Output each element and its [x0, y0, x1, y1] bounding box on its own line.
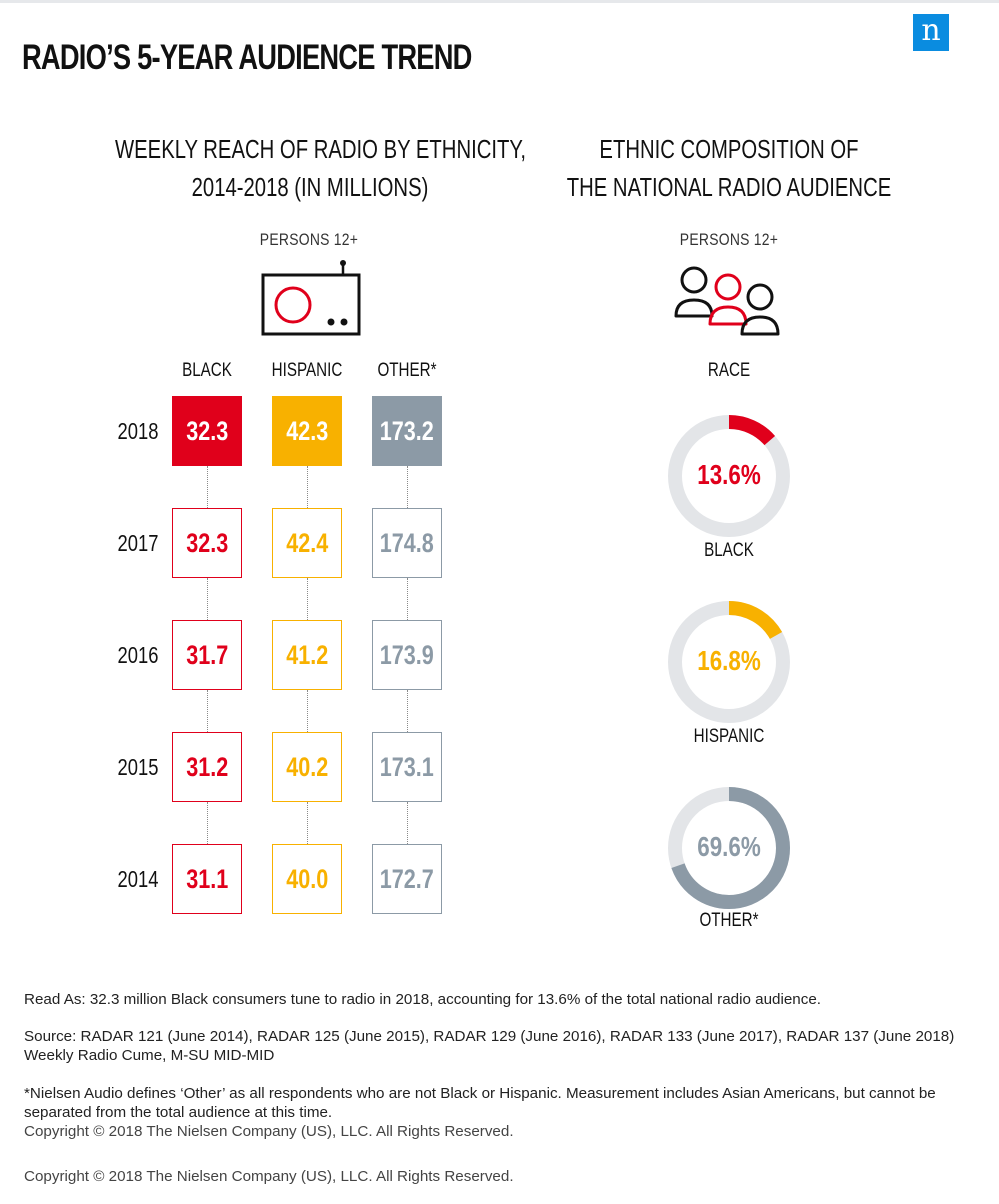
year-label-2016: 2016	[117, 642, 159, 668]
value-cell-black-2017: 32.3	[172, 508, 242, 578]
donut-black	[668, 415, 790, 537]
year-label-2018: 2018	[117, 418, 159, 444]
column-header-black: BLACK	[182, 360, 232, 381]
donut-hispanic	[668, 601, 790, 723]
connector-line	[307, 578, 308, 620]
connector-line	[307, 690, 308, 732]
value-label: 32.3	[185, 415, 229, 446]
column-header-other: OTHER*	[377, 360, 437, 381]
value-cell-other-2015: 173.1	[372, 732, 442, 802]
value-label: 41.2	[285, 639, 329, 670]
connector-line	[207, 466, 208, 508]
connector-line	[407, 578, 408, 620]
other-definition-note: *Nielsen Audio defines ‘Other’ as all re…	[24, 1085, 936, 1121]
people-icon	[674, 266, 780, 336]
value-cell-black-2014: 31.1	[172, 844, 242, 914]
page-title: RADIO’S 5-YEAR AUDIENCE TREND	[22, 38, 472, 77]
value-cell-other-2016: 173.9	[372, 620, 442, 690]
value-cell-hispanic-2017: 42.4	[272, 508, 342, 578]
copyright-line-1: Copyright © 2018 The Nielsen Company (US…	[24, 1123, 514, 1140]
value-cell-other-2014: 172.7	[372, 844, 442, 914]
value-cell-hispanic-2014: 40.0	[272, 844, 342, 914]
value-label: 173.2	[379, 415, 435, 446]
donut-slice-black	[668, 415, 790, 537]
connector-line	[407, 802, 408, 844]
donut-slice-hispanic	[668, 601, 790, 723]
connector-line	[307, 466, 308, 508]
value-cell-black-2015: 31.2	[172, 732, 242, 802]
value-label: 172.7	[379, 863, 435, 894]
left-title-line-2: 2014-2018 (IN MILLIONS)	[191, 172, 429, 202]
connector-line	[207, 578, 208, 620]
right-panel-title: ETHNIC COMPOSITION OF THE NATIONAL RADIO…	[534, 130, 924, 206]
left-title-line-1: WEEKLY REACH OF RADIO BY ETHNICITY,	[115, 134, 526, 164]
right-title-line-1: ETHNIC COMPOSITION OF	[599, 134, 859, 164]
read-as-note: Read As: 32.3 million Black consumers tu…	[24, 991, 821, 1008]
value-label: 40.2	[285, 751, 329, 782]
donut-percent-other: 69.6%	[697, 831, 761, 862]
value-label: 42.4	[285, 527, 329, 558]
value-cell-black-2016: 31.7	[172, 620, 242, 690]
left-panel-title: WEEKLY REACH OF RADIO BY ETHNICITY, 2014…	[115, 130, 526, 206]
radio-icon	[261, 260, 361, 336]
donut-percent-black: 13.6%	[697, 459, 761, 490]
value-cell-hispanic-2016: 41.2	[272, 620, 342, 690]
connector-line	[307, 802, 308, 844]
right-title-line-2: THE NATIONAL RADIO AUDIENCE	[566, 172, 892, 202]
connector-line	[407, 690, 408, 732]
donut-percent-hispanic: 16.8%	[697, 645, 761, 676]
column-header-hispanic: HISPANIC	[271, 360, 343, 381]
value-label: 174.8	[379, 527, 435, 558]
connector-line	[407, 466, 408, 508]
nielsen-logo: n	[913, 14, 949, 51]
donut-other	[668, 787, 790, 909]
connector-line	[207, 802, 208, 844]
value-label: 32.3	[185, 527, 229, 558]
donut-label-other: OTHER*	[699, 910, 759, 931]
year-label-2017: 2017	[117, 530, 159, 556]
value-label: 173.9	[379, 639, 435, 670]
value-cell-other-2018: 173.2	[372, 396, 442, 466]
value-cell-hispanic-2015: 40.2	[272, 732, 342, 802]
connector-line	[207, 690, 208, 732]
year-label-2015: 2015	[117, 754, 159, 780]
value-label: 31.7	[185, 639, 229, 670]
donut-slice-other	[668, 787, 790, 909]
year-label-2014: 2014	[117, 866, 159, 892]
value-label: 173.1	[379, 751, 435, 782]
value-label: 42.3	[285, 415, 329, 446]
copyright-line-2: Copyright © 2018 The Nielsen Company (US…	[24, 1168, 514, 1185]
top-rule	[0, 0, 999, 3]
value-cell-black-2018: 32.3	[172, 396, 242, 466]
donut-label-hispanic: HISPANIC	[693, 726, 765, 747]
source-note: Source: RADAR 121 (June 2014), RADAR 125…	[24, 1028, 955, 1064]
left-persons-label: PERSONS 12+	[259, 230, 359, 249]
value-label: 31.2	[185, 751, 229, 782]
right-persons-label: PERSONS 12+	[679, 230, 779, 249]
value-label: 31.1	[185, 863, 229, 894]
race-label: RACE	[707, 360, 751, 381]
value-cell-other-2017: 174.8	[372, 508, 442, 578]
value-cell-hispanic-2018: 42.3	[272, 396, 342, 466]
value-label: 40.0	[285, 863, 329, 894]
donut-label-black: BLACK	[704, 540, 754, 561]
